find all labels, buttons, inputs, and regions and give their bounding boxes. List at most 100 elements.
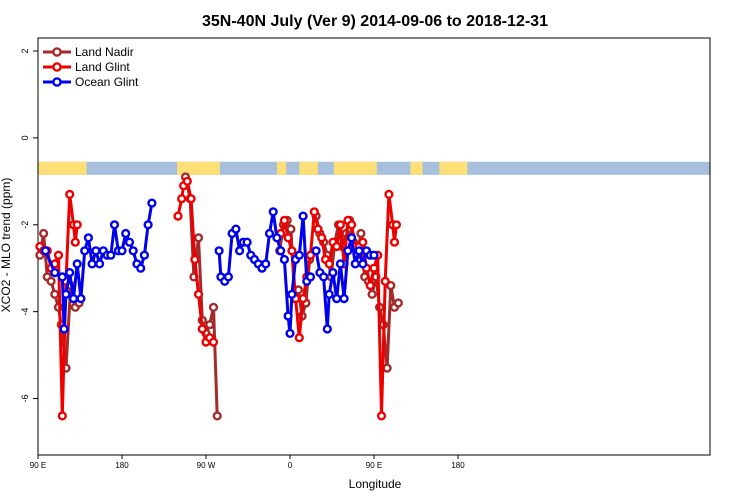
data-point	[53, 250, 64, 260]
data-point	[328, 268, 338, 278]
data-point	[283, 233, 293, 243]
data-point	[389, 237, 400, 247]
land-mask-segment	[333, 161, 377, 175]
data-point	[313, 224, 323, 234]
data-point	[305, 250, 316, 260]
data-point	[46, 276, 56, 286]
data-point	[190, 254, 200, 265]
data-point	[242, 237, 252, 247]
x-tick-label: 0	[288, 461, 293, 470]
data-point	[193, 233, 204, 243]
data-point	[68, 294, 79, 304]
data-point	[50, 268, 60, 278]
data-point	[128, 246, 138, 256]
data-point	[356, 228, 366, 239]
data-point	[380, 276, 390, 286]
data-point	[335, 220, 346, 230]
data-point	[276, 246, 286, 256]
land-mask-segment	[410, 161, 423, 175]
data-point	[279, 254, 290, 265]
legend-label: Land Glint	[75, 60, 130, 74]
data-point	[121, 228, 131, 239]
data-point	[272, 233, 282, 243]
x-tick-label: 180	[115, 461, 129, 470]
data-point	[214, 246, 224, 256]
data-point	[365, 281, 375, 291]
data-point	[76, 294, 86, 304]
y-axis-label: XCO2 - MLO trend (ppm)	[0, 178, 13, 313]
land-mask-segment	[38, 161, 87, 175]
data-point	[186, 194, 196, 204]
data-point	[235, 246, 245, 256]
chart-title: 35N-40N July (Ver 9) 2014-09-06 to 2018-…	[202, 13, 548, 30]
data-point	[80, 246, 90, 256]
data-point	[268, 207, 278, 217]
data-point	[298, 294, 308, 304]
data-point	[285, 328, 295, 339]
data-point	[283, 311, 293, 321]
data-point	[106, 250, 116, 260]
data-point	[311, 246, 321, 256]
data-point	[309, 207, 319, 217]
data-point	[369, 263, 379, 273]
data-point	[223, 272, 234, 282]
data-point	[208, 337, 219, 347]
data-point	[376, 411, 387, 421]
x-tick-label: 90 E	[30, 461, 46, 470]
data-point	[294, 250, 304, 260]
data-point	[347, 233, 357, 243]
data-point	[393, 298, 403, 308]
data-point	[136, 263, 146, 273]
y-tick-label: -6	[20, 395, 30, 403]
data-point	[205, 320, 215, 330]
land-mask-segment	[439, 161, 468, 175]
y-tick-label: 0	[20, 135, 30, 140]
y-tick-label: 2	[20, 49, 30, 54]
land-mask-segment	[299, 161, 318, 175]
data-point	[65, 189, 75, 200]
data-point	[38, 228, 49, 239]
data-point	[287, 289, 297, 299]
data-point	[212, 411, 222, 421]
data-point	[231, 224, 241, 234]
data-point	[305, 272, 316, 282]
data-point	[391, 220, 402, 230]
data-point	[50, 289, 60, 299]
y-tick-label: -4	[20, 308, 30, 316]
data-point	[83, 233, 94, 243]
data-point	[264, 228, 275, 239]
data-point	[350, 259, 360, 269]
y-tick-label: -2	[20, 221, 30, 229]
series-ocean-glint	[40, 198, 379, 339]
data-point	[317, 233, 327, 243]
land-mask-segment	[276, 161, 287, 175]
data-point	[319, 272, 329, 282]
data-point	[173, 211, 183, 221]
x-tick-label: 180	[451, 461, 465, 470]
data-point	[65, 268, 75, 278]
data-point	[143, 220, 153, 230]
data-point	[335, 259, 346, 269]
legend-label: Land Nadir	[75, 45, 134, 59]
data-point	[382, 363, 392, 373]
data-point	[70, 237, 80, 247]
x-tick-label: 90 W	[197, 461, 216, 470]
data-point	[339, 294, 349, 304]
data-point	[347, 220, 357, 230]
data-point	[182, 176, 192, 186]
data-point	[287, 246, 297, 256]
series-line	[44, 202, 154, 331]
data-point	[87, 259, 97, 269]
data-point	[322, 324, 332, 334]
data-point	[117, 246, 127, 256]
data-point	[177, 194, 187, 204]
legend-swatch-marker	[52, 62, 62, 72]
data-point	[354, 246, 364, 256]
data-point	[109, 220, 120, 230]
data-point	[294, 333, 304, 343]
data-point	[72, 259, 82, 269]
data-point	[298, 211, 308, 221]
